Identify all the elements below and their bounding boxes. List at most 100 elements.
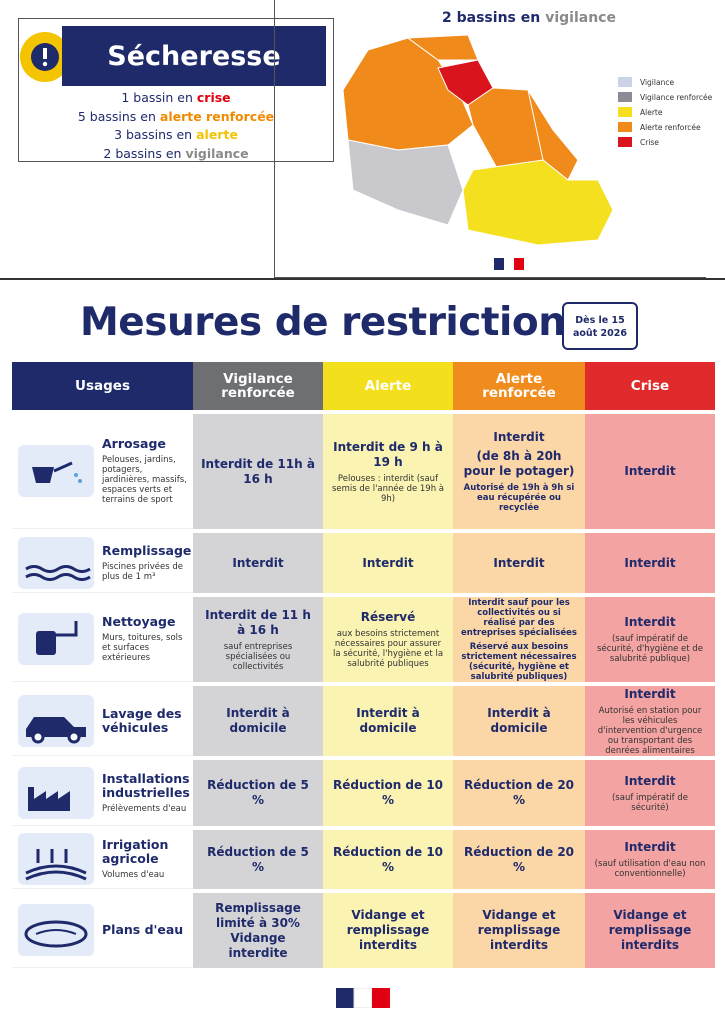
cell-main: Interdit [624, 773, 676, 788]
usage-icon [18, 445, 94, 497]
map [342, 34, 614, 246]
cell-note: Pelouses : interdit (sauf semis de l'ann… [331, 473, 445, 504]
cell-main: Vidange et remplissage interdits [346, 908, 430, 952]
cell-main: Interdit de 11h à 16 h [201, 456, 315, 486]
usage-text: Installations industrielles Prélèvements … [102, 771, 190, 814]
usage-name: Nettoyage [102, 614, 176, 629]
cell-main: Réduction de 10 % [332, 778, 444, 807]
cell: Réduction de 20 % [453, 760, 585, 826]
column-header: Crise [585, 362, 715, 410]
cell: Interdit [323, 533, 453, 593]
divider [0, 278, 725, 280]
cell: Interdit (sauf impératif de sécurité, d'h… [585, 597, 715, 682]
date: août 2026 [573, 328, 627, 339]
summary-lead: 5 bassins en [77, 108, 156, 124]
calendar: Dès le 15 août 2026 [562, 302, 638, 350]
cell-main: Interdit [624, 555, 676, 570]
legend-swatch [618, 122, 632, 132]
usage-text: Arrosage Pelouses, jardins, potagers, jar… [102, 436, 187, 506]
restriction-table: Usages Vigilance renforcée Alerte Alerte re… [12, 362, 715, 968]
summary-word: crise [196, 90, 231, 105]
column-header: Vigilance renforcée [193, 362, 323, 410]
usage-desc: Volumes d'eau [102, 870, 165, 880]
cell: Remplissage limité à 30% Vidange interdi… [193, 893, 323, 968]
usage-icon [18, 613, 94, 665]
column-header: Alerte renforcée [453, 362, 585, 410]
legend-label: Vigilance renforcée [640, 92, 713, 102]
cell-main: Interdit [232, 555, 284, 570]
map-title: 2 bassins en vigilance [274, 10, 725, 26]
map-title-lead: 2 bassins en [442, 10, 541, 26]
cell-note: (sauf utilisation d'eau non conventionne… [594, 859, 706, 879]
cell-note: (sauf impératif de sécurité) [611, 792, 689, 813]
cell-main: Réduction de 10 % [332, 844, 444, 874]
summary-word: alerte [196, 127, 238, 142]
usage-cell: Remplissage Piscines privées de plus de 1… [12, 533, 193, 593]
usage-icon [18, 536, 94, 589]
cell: Réservé aux besoins strictement nécessair… [323, 597, 453, 682]
cell: Interdit (de 8h à 20h pour le potager) Aut… [453, 414, 585, 529]
summary-line: 1 bassin en crise [18, 90, 334, 105]
summary-word: vigilance [185, 145, 249, 161]
legend-label: Vigilance [640, 77, 675, 87]
cell-main: Autorisé de 19h à 9h si eau récupérée ou… [463, 483, 575, 513]
usage-cell: Nettoyage Murs, toitures, sols et surface… [12, 597, 193, 682]
summary-lead: 2 bassins en [103, 145, 182, 161]
cell: Interdit (sauf utilisation d'eau non conv… [585, 830, 715, 889]
cell-main: Réduction de 20 % [463, 778, 575, 807]
page-title: Mesures de restriction [80, 300, 566, 345]
legend-swatch [618, 137, 632, 147]
cell: Interdit à domicile [193, 686, 323, 756]
legend-swatch [618, 77, 632, 87]
cell-main: Interdit à domicile [487, 706, 551, 735]
legend-item: Vigilance renforcée [618, 92, 712, 102]
legend-label: Crise [640, 137, 659, 147]
legend-label: Alerte renforcée [640, 122, 701, 132]
cell-main: Interdit [362, 555, 414, 570]
summary-line: 5 bassins en alerte renforcée [18, 109, 334, 124]
usage-text: Nettoyage Murs, toitures, sols et surface… [102, 614, 187, 664]
cell: Interdit [453, 533, 585, 593]
usage-cell: Lavage des véhicules [12, 686, 193, 756]
cell: Interdit Autorisé en station pour les véh… [585, 686, 715, 756]
cell-main: Interdit [624, 464, 676, 478]
usage-cell: Installations industrielles Prélèvements … [12, 760, 193, 826]
legend-item: Alerte renforcée [618, 122, 701, 132]
cell: Interdit sauf pour les collectivités ou … [453, 597, 585, 682]
cell: Interdit à domicile [323, 686, 453, 756]
summary-title: Sécheresse [62, 26, 326, 86]
cell-main: Vidange et remplissage interdits [608, 908, 692, 952]
cell: Réduction de 10 % [323, 760, 453, 826]
footer-flag [336, 988, 390, 1008]
cell-main: Réduction de 5 % [207, 778, 309, 807]
cell: Interdit [585, 414, 715, 529]
cell-main: Vidange et remplissage interdits [477, 908, 561, 952]
usage-cell: Irrigation agricole Volumes d'eau [12, 830, 193, 889]
cell: Réduction de 5 % [193, 830, 323, 889]
legend-swatch [618, 92, 632, 102]
cell: Interdit [585, 533, 715, 593]
cell-main: Remplissage limité à 30% Vidange interdi… [215, 900, 301, 960]
usage-name: Arrosage [102, 436, 166, 451]
usage-desc: Prélèvements d'eau [102, 803, 187, 814]
usage-text: Irrigation agricole Volumes d'eau [102, 837, 187, 881]
cell: Vidange et remplissage interdits [453, 893, 585, 968]
cell: Interdit de 11 h à 16 h sauf entreprises … [193, 597, 323, 682]
cell: Interdit à domicile [453, 686, 585, 756]
summary-line: 2 bassins en vigilance [18, 146, 334, 161]
cell-main: Réservé aux besoins strictement nécessai… [461, 641, 577, 682]
cell-main: Réduction de 5 % [207, 844, 309, 874]
usage-text: Lavage des véhicules [102, 706, 187, 735]
usage-icon [18, 904, 94, 956]
cell: Interdit (sauf impératif de sécurité) [585, 760, 715, 826]
usage-name: Irrigation agricole [102, 837, 169, 866]
cell: Interdit de 11h à 16 h [193, 414, 323, 529]
usage-cell: Arrosage Pelouses, jardins, potagers, jar… [12, 414, 193, 529]
cell: Vidange et remplissage interdits [323, 893, 453, 968]
usage-text: Remplissage Piscines privées de plus de 1… [102, 543, 191, 582]
map-box [274, 0, 706, 278]
cell: Réduction de 10 % [323, 830, 453, 889]
usage-name: Plans d'eau [102, 922, 184, 937]
date-lead: Dès le 15 [575, 315, 625, 326]
